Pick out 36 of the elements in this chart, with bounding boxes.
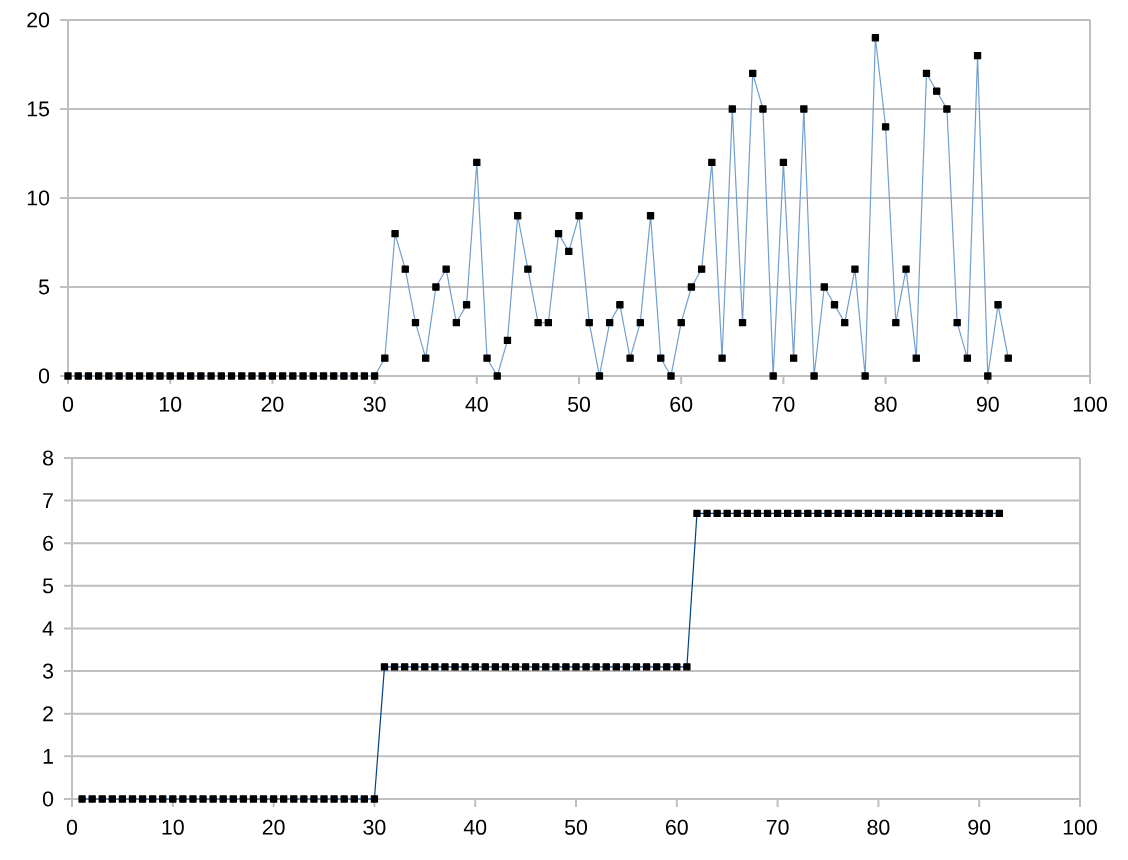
y-tick-label: 15 [27, 101, 50, 117]
x-tick-label: 20 [262, 819, 285, 835]
y-tick-label: 4 [42, 621, 54, 636]
y-tick-label: 8 [43, 450, 54, 466]
x-tick-label: 60 [666, 819, 688, 835]
y-tick-label: 5 [38, 279, 50, 295]
x-tick-label: 50 [568, 396, 591, 412]
x-tick-label: 0 [62, 396, 74, 412]
x-tick-label: 30 [363, 819, 386, 835]
x-tick-label: 100 [1063, 819, 1097, 835]
y-tick-label: 6 [43, 535, 54, 551]
x-tick-label: 60 [670, 396, 693, 412]
y-tick-label: 2 [43, 706, 53, 722]
y-tick-label: 0 [38, 368, 50, 384]
x-tick-label: 90 [976, 396, 999, 412]
y-tick-label: 5 [42, 578, 54, 594]
y-tick-label: 20 [27, 12, 50, 28]
x-tick-label: 100 [1073, 396, 1107, 412]
y-tick-label: 10 [27, 190, 50, 206]
y-tick-label: 1 [43, 749, 53, 764]
x-tick-label: 70 [766, 819, 789, 835]
x-tick-label: 90 [968, 819, 991, 835]
x-tick-label: 10 [159, 396, 182, 412]
x-tick-label: 20 [261, 396, 284, 412]
x-tick-label: 70 [772, 396, 795, 412]
x-tick-label: 40 [463, 819, 487, 835]
y-tick-label: 7 [43, 493, 53, 508]
x-tick-label: 80 [874, 396, 897, 412]
y-tick-label: 0 [42, 791, 54, 807]
x-tick-label: 0 [66, 819, 78, 835]
x-tick-label: 30 [363, 396, 386, 412]
y-tick-label: 3 [42, 663, 54, 679]
x-tick-label: 80 [867, 819, 890, 835]
x-tick-label: 10 [162, 819, 184, 835]
x-tick-label: 40 [465, 396, 488, 412]
x-tick-label: 50 [565, 819, 588, 835]
